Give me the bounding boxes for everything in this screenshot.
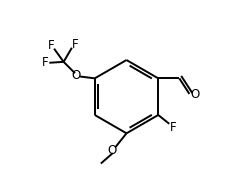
Text: F: F [42, 56, 48, 69]
Text: O: O [107, 144, 116, 157]
Text: F: F [169, 121, 175, 134]
Text: O: O [72, 69, 81, 82]
Text: O: O [189, 88, 198, 101]
Text: F: F [48, 39, 54, 52]
Text: F: F [72, 38, 79, 51]
